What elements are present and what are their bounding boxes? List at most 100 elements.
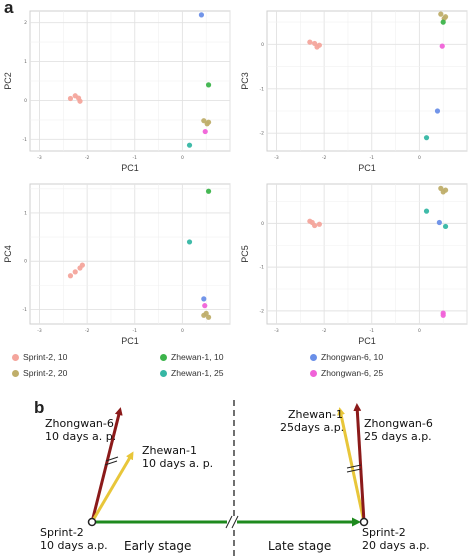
legend-item: Sprint-2, 20	[12, 368, 67, 378]
left-yellow-arrow	[90, 451, 134, 523]
panel-label-b: b	[34, 398, 45, 417]
scatter-point	[204, 121, 210, 127]
legend-swatch-zhewan1-25	[160, 369, 167, 377]
right-node-label-1: Sprint-2	[362, 526, 406, 539]
legend-item: Zhewan-1, 25	[160, 368, 224, 378]
scatter-point	[67, 95, 74, 102]
y-tick-label: -1	[23, 137, 28, 143]
right-red-label-1: Zhongwan-6	[364, 417, 433, 430]
scatter-point	[201, 118, 207, 124]
scatter-point	[307, 39, 313, 45]
x-axis-label: PC1	[358, 163, 376, 173]
legend-item: Zhongwan-6, 25	[310, 368, 383, 378]
left-yellow-label-2: 10 days a. p.	[142, 457, 213, 470]
scatter-point	[205, 82, 212, 88]
x-tick-label: -1	[370, 155, 375, 161]
left-yellow-label-1: Zhewan-1	[142, 444, 197, 457]
scatter-point	[440, 19, 446, 25]
left-red-break-icon	[104, 456, 119, 466]
legend-item: Sprint-2, 10	[12, 352, 67, 362]
right-node-label-2: 20 days a.p.	[362, 539, 430, 552]
right-yellow-label-2: 25days a.p.	[280, 421, 344, 434]
left-origin-node	[87, 517, 97, 527]
x-axis-label: PC1	[121, 163, 139, 173]
scatter-point	[423, 135, 430, 141]
y-tick-label: -2	[260, 308, 265, 314]
scatter-point	[205, 188, 212, 194]
legend-swatch-zhongwan6-25	[310, 369, 317, 377]
scatter-point	[316, 42, 322, 48]
y-tick-label: -1	[23, 307, 28, 313]
x-tick-label: 0	[181, 328, 184, 334]
left-red-arrow	[90, 407, 123, 523]
y-axis-label: PC5	[240, 245, 250, 263]
scatter-point	[309, 219, 315, 226]
scatter-point	[79, 262, 85, 268]
right-yellow-label-1: Zhewan-1	[288, 408, 343, 421]
scatter-point	[203, 310, 209, 316]
y-tick-label: -1	[260, 86, 265, 92]
right-origin-node	[359, 517, 369, 527]
panel-label-a: a	[4, 0, 14, 17]
late-stage-label: Late stage	[268, 539, 331, 553]
y-axis-label: PC4	[3, 245, 13, 263]
scatter-plot-pc1-pc4: -3 -2 -1 0 -1 0 1 PC1 PC4	[3, 183, 231, 346]
x-tick-label: -1	[370, 328, 375, 334]
x-axis-label: PC1	[121, 336, 139, 346]
y-tick-label: 0	[24, 259, 27, 265]
y-axis-label: PC2	[3, 72, 13, 90]
scatter-plot-pc1-pc5: -3 -2 -1 0 -2 -1 0 PC1 PC5	[240, 183, 468, 346]
scatter-plot-pc1-pc3: -3 -2 -1 0 -2 -1 0 PC1 PC3	[240, 10, 468, 173]
scatter-point	[434, 108, 441, 114]
scatter-panel-pc4: -3 -2 -1 0 -1 0 1 PC1 PC4	[0, 178, 236, 348]
stage-vector-diagram: Zhongwan-6 10 days a. p. Zhewan-1 10 day…	[40, 400, 433, 556]
legend-swatch-sprint2-10	[12, 353, 19, 361]
x-tick-label: 0	[181, 155, 184, 161]
x-axis-label: PC1	[358, 336, 376, 346]
y-tick-label: -1	[260, 265, 265, 271]
right-arrows-break-icon	[346, 464, 362, 473]
y-tick-label: -2	[260, 131, 265, 137]
legend-swatch-sprint2-20	[12, 369, 19, 377]
x-tick-label: -1	[133, 155, 138, 161]
x-tick-label: -1	[133, 328, 138, 334]
green-arrow-break-icon	[225, 515, 239, 529]
y-tick-label: 0	[24, 98, 27, 104]
x-tick-label: -2	[85, 155, 90, 161]
x-tick-label: -3	[37, 328, 42, 334]
scatter-point	[205, 314, 212, 320]
left-node-label-1: Sprint-2	[40, 526, 84, 539]
scatter-panel-pc3: -3 -2 -1 0 -2 -1 0 PC1 PC3	[237, 5, 473, 175]
left-node-label-2: 10 days a.p.	[40, 539, 108, 552]
x-tick-label: 0	[418, 328, 421, 334]
scatter-panel-pc2: -3 -2 -1 0 -1 0 1 2 PC1 PC2	[0, 5, 236, 175]
legend-item: Zhewan-1, 10	[160, 352, 224, 362]
scatter-point	[439, 43, 445, 49]
legend: Sprint-2, 10 Zhewan-1, 10 Zhongwan-6, 10…	[8, 350, 474, 384]
plot-area	[266, 183, 468, 325]
scatter-point	[440, 189, 446, 195]
y-tick-label: 0	[261, 221, 264, 227]
left-red-label-2: 10 days a. p.	[45, 430, 116, 443]
legend-swatch-zhongwan6-10	[310, 353, 317, 361]
legend-swatch-zhewan1-10	[160, 353, 167, 361]
right-red-arrow	[353, 403, 366, 523]
early-stage-label: Early stage	[124, 539, 191, 553]
scatter-point	[442, 223, 449, 230]
scatter-point	[186, 142, 193, 148]
scatter-point	[186, 239, 193, 245]
x-tick-label: 0	[418, 155, 421, 161]
plot-area	[29, 183, 231, 325]
x-tick-label: -2	[322, 328, 327, 334]
x-tick-label: -3	[274, 155, 279, 161]
x-tick-label: -2	[85, 328, 90, 334]
left-red-label-1: Zhongwan-6	[45, 417, 114, 430]
scatter-plot-pc1-pc2: -3 -2 -1 0 -1 0 1 2 PC1 PC2	[3, 10, 231, 173]
scatter-panel-pc5: -3 -2 -1 0 -2 -1 0 PC1 PC5	[237, 178, 473, 348]
y-tick-label: 1	[24, 59, 27, 65]
scatter-point	[438, 11, 444, 17]
scatter-point	[67, 273, 74, 279]
legend-item: Zhongwan-6, 10	[310, 352, 383, 362]
scatter-point	[75, 95, 82, 101]
x-tick-label: -2	[322, 155, 327, 161]
